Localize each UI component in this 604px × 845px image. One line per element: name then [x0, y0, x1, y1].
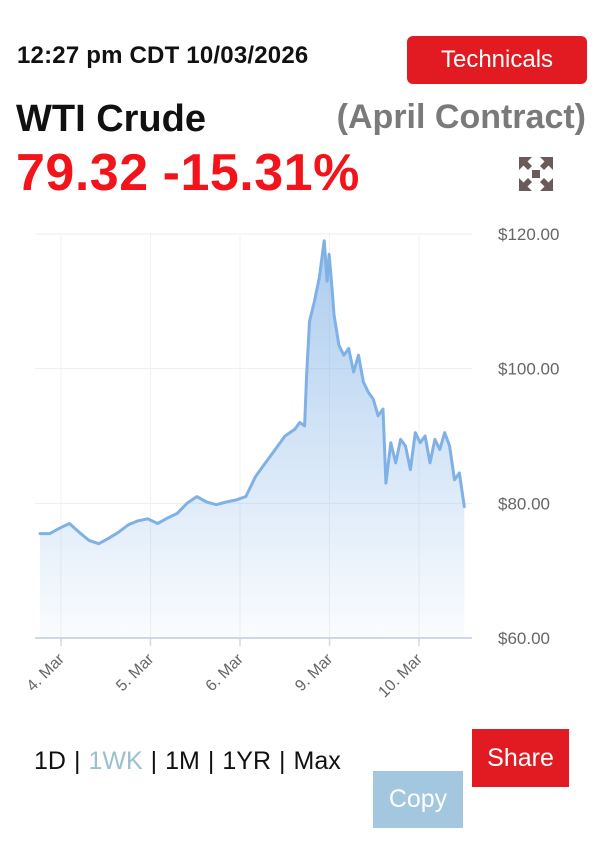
quote-timestamp: 12:27 pm CDT 10/03/2026 — [17, 42, 309, 69]
x-tick-label: 4. Mar — [24, 650, 69, 695]
change-percent: -15.31% — [162, 144, 360, 202]
x-tick-label: 6. Mar — [203, 650, 248, 695]
instrument-name: WTI Crude — [16, 98, 206, 140]
range-selector: 1D | 1WK | 1M | 1YR | Max — [34, 747, 341, 776]
last-price: 79.32 — [16, 144, 149, 202]
y-tick-label: $80.00 — [498, 494, 550, 513]
copy-button[interactable]: Copy — [373, 771, 463, 828]
x-tick-label: 9. Mar — [292, 650, 337, 695]
range-separator: | — [279, 747, 286, 775]
price-line-series — [38, 239, 466, 546]
x-tick-label: 5. Mar — [113, 650, 158, 695]
price-line: 79.32 -15.31% — [16, 143, 374, 203]
y-tick-label: $60.00 — [498, 629, 550, 648]
share-button[interactable]: Share — [472, 729, 569, 787]
range-option-max[interactable]: Max — [293, 747, 341, 775]
technicals-button[interactable]: Technicals — [407, 36, 587, 84]
range-option-1d[interactable]: 1D — [34, 747, 66, 775]
y-tick-label: $120.00 — [498, 225, 559, 244]
range-separator: | — [207, 747, 215, 775]
y-tick-label: $100.00 — [498, 360, 559, 379]
contract-label: (April Contract) — [336, 98, 586, 136]
range-separator: | — [73, 747, 81, 775]
expand-arrows-icon[interactable] — [517, 155, 555, 193]
range-option-1m[interactable]: 1M — [165, 747, 200, 775]
range-option-1wk[interactable]: 1WK — [88, 747, 143, 775]
price-area — [40, 240, 465, 638]
range-separator: | — [150, 747, 158, 775]
range-option-1yr[interactable]: 1YR — [222, 747, 272, 775]
x-tick-label: 10. Mar — [375, 650, 426, 701]
price-chart[interactable]: 4. Mar 5. Mar 6. Mar 9. Mar 10. Mar $60.00 $80… — [0, 215, 604, 720]
